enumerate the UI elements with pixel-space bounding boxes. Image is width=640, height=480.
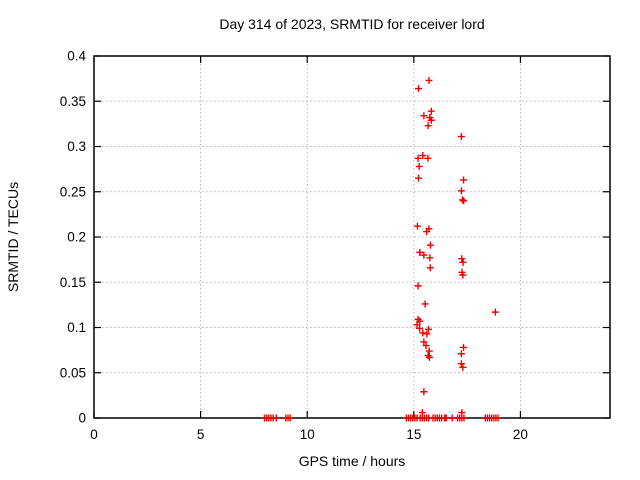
data-point [419, 152, 427, 160]
data-point [286, 414, 294, 422]
data-point [420, 112, 428, 120]
data-point [460, 414, 468, 422]
data-point [425, 347, 433, 355]
data-point [413, 321, 421, 329]
data-point [459, 258, 467, 266]
y-tick-label: 0.05 [60, 365, 86, 380]
data-point [426, 241, 434, 249]
data-point [415, 162, 423, 170]
data-point [457, 187, 465, 195]
data-point [423, 330, 431, 338]
data-point [416, 324, 424, 332]
data-point [416, 248, 424, 256]
data-point [414, 282, 422, 290]
x-axis-title: GPS time / hours [298, 453, 406, 469]
data-point [425, 353, 433, 361]
data-point [427, 107, 435, 115]
data-point [419, 329, 427, 337]
data-point [415, 174, 423, 182]
data-point [491, 308, 499, 316]
data-point [425, 325, 433, 333]
data-point [457, 350, 465, 358]
data-point [420, 251, 428, 259]
x-tick-label: 20 [513, 427, 528, 442]
y-tick-label: 0.1 [67, 320, 86, 335]
data-point [426, 264, 434, 272]
x-tick-label: 15 [406, 427, 421, 442]
data-point [415, 85, 423, 93]
y-tick-label: 0.3 [67, 139, 86, 154]
data-point [424, 122, 432, 130]
data-point [414, 154, 422, 162]
data-point [272, 414, 280, 422]
x-tick-label: 5 [197, 427, 205, 442]
data-point [413, 222, 421, 230]
data-point [458, 196, 466, 204]
data-point [460, 197, 468, 205]
data-point [494, 414, 502, 422]
data-point [460, 176, 468, 184]
data-point [459, 363, 467, 371]
data-point [424, 154, 432, 162]
y-tick-label: 0 [78, 411, 86, 426]
data-point [420, 338, 428, 346]
data-point [457, 360, 465, 368]
data-point [442, 414, 450, 422]
y-tick-label: 0.4 [67, 49, 86, 64]
data-point [426, 254, 434, 262]
data-point [458, 255, 466, 263]
chart-title: Day 314 of 2023, SRMTID for receiver lor… [219, 16, 485, 32]
x-tick-label: 10 [300, 427, 315, 442]
data-point [421, 300, 429, 308]
data-point [420, 388, 428, 396]
data-point [425, 76, 433, 84]
data-point [459, 271, 467, 279]
y-tick-label: 0.35 [60, 94, 86, 109]
data-point [457, 133, 465, 141]
y-tick-label: 0.25 [60, 184, 86, 199]
y-tick-label: 0.2 [67, 230, 86, 245]
data-point [423, 228, 431, 236]
data-point [416, 317, 424, 325]
y-tick-label: 0.15 [60, 275, 86, 290]
data-point [427, 116, 435, 124]
x-tick-label: 0 [90, 427, 98, 442]
data-point [422, 342, 430, 350]
data-point [460, 343, 468, 351]
